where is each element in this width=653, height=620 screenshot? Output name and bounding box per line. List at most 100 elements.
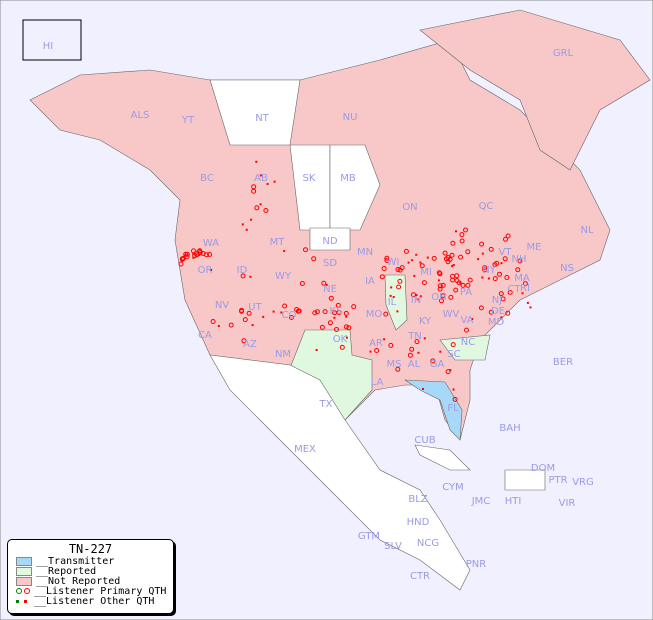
listener-other-qth-marker <box>390 286 393 289</box>
listener-other-qth-marker <box>437 279 440 282</box>
region-label-hnd: HND <box>407 517 430 528</box>
region-label-ny: NY <box>482 265 496 276</box>
listener-primary-qth-marker <box>465 282 471 288</box>
listener-primary-qth-marker <box>515 267 521 273</box>
listener-other-qth-marker <box>272 310 275 313</box>
legend-title: TN-227 <box>68 542 113 556</box>
listener-primary-qth-marker <box>239 308 245 314</box>
listener-primary-qth-marker <box>439 298 444 304</box>
region-label-me: ME <box>527 242 542 253</box>
legend-transmitter: __Transmitter <box>16 556 173 567</box>
region-label-de: DE <box>491 306 505 317</box>
listener-primary-qth-marker <box>299 281 305 286</box>
listener-primary-qth-marker <box>440 282 446 288</box>
region-label-wa: WA <box>203 238 219 249</box>
listener-primary-qth-marker <box>440 293 446 299</box>
listener-other-qth-marker <box>416 298 419 301</box>
listener-primary-qth-marker <box>251 188 257 194</box>
listener-other-qth-marker <box>415 294 418 297</box>
listener-primary-qth-marker <box>450 240 456 246</box>
listener-primary-qth-marker <box>494 260 500 266</box>
listener-other-qth-marker <box>521 292 524 295</box>
region-label-ga: GA <box>430 359 445 370</box>
listener-other-qth-marker <box>487 277 490 280</box>
region-label-ma: MA <box>514 273 530 284</box>
listener-other-qth-marker <box>413 274 416 277</box>
listener-primary-qth-marker <box>482 265 488 271</box>
listener-primary-qth-marker <box>294 307 300 312</box>
region-label-on: ON <box>402 202 417 213</box>
listener-primary-qth-marker <box>453 287 459 293</box>
region-label-pnr: PNR <box>466 559 487 570</box>
legend: TN-227 __Transmitter __Reported __Not Re… <box>7 539 174 614</box>
listener-primary-qth-marker <box>327 320 333 326</box>
region-label-dom: DOM <box>531 463 555 474</box>
listener-other-qth-marker <box>245 228 248 231</box>
listener-primary-qth-marker <box>254 205 260 211</box>
listener-other-qth-marker <box>529 306 532 309</box>
listener-primary-qth-marker <box>384 255 390 261</box>
hawaii-inset <box>22 19 82 61</box>
listener-other-qth-marker <box>392 296 395 298</box>
region-label-ber: BER <box>553 357 573 368</box>
listener-primary-qth-marker <box>242 317 248 323</box>
region-label-mo: MO <box>366 309 383 320</box>
listener-primary-qth-marker <box>492 276 498 282</box>
listener-primary-qth-marker <box>410 292 416 298</box>
listener-primary-qth-marker <box>464 327 469 333</box>
listener-other-qth-marker <box>383 338 386 341</box>
region-label-ms: MS <box>387 359 402 370</box>
listener-other-qth-marker <box>477 258 480 261</box>
listener-primary-qth-marker <box>210 319 216 324</box>
region-label-md: MD <box>488 317 505 328</box>
region-label-ri: RI <box>520 283 530 294</box>
listener-primary-qth-marker <box>289 315 294 320</box>
listener-other-qth-marker <box>251 324 254 327</box>
listener-other-qth-marker <box>452 264 455 266</box>
region-label-bah: BAH <box>499 423 520 434</box>
region-label-gtm: GTM <box>358 531 380 542</box>
listener-other-qth-marker <box>192 256 195 259</box>
region-label-ns: NS <box>560 263 574 274</box>
region-label-als: ALS <box>131 110 150 121</box>
listener-primary-qth-marker <box>445 369 451 375</box>
listener-primary-qth-marker <box>397 278 403 284</box>
listener-other-qth-marker <box>481 276 484 279</box>
listener-other-qth-marker <box>481 252 484 255</box>
region-label-tn: TN <box>407 331 422 342</box>
region-label-sk: SK <box>303 173 316 184</box>
listener-primary-qth-marker <box>414 339 420 345</box>
listener-primary-qth-marker <box>504 275 510 280</box>
listener-other-qth-marker <box>419 261 422 264</box>
listener-primary-qth-marker <box>403 248 409 254</box>
legend-label: __Listener Other QTH <box>34 595 155 607</box>
listener-other-qth-marker <box>280 311 283 314</box>
circle-marker-icon <box>16 588 30 594</box>
listener-primary-qth-marker <box>396 284 402 290</box>
listener-other-qth-marker <box>396 310 399 313</box>
region-label-ncg: NCG <box>417 538 439 549</box>
region-mex <box>209 354 471 591</box>
listener-primary-qth-marker <box>454 273 460 279</box>
listener-primary-qth-marker <box>395 267 401 272</box>
legend-label: __Listener Primary QTH <box>34 585 167 597</box>
region-label-ia: IA <box>365 276 375 287</box>
listener-primary-qth-marker <box>488 246 494 252</box>
listener-other-qth-marker <box>241 223 244 226</box>
region-label-cym: CYM <box>442 482 464 493</box>
region-label-wi: WI <box>387 257 400 268</box>
listener-other-qth-marker <box>266 183 269 185</box>
listener-primary-qth-marker <box>448 294 454 300</box>
listener-primary-qth-marker <box>180 256 186 261</box>
listener-primary-qth-marker <box>335 302 341 308</box>
listener-primary-qth-marker <box>311 256 317 262</box>
listener-primary-qth-marker <box>379 274 385 280</box>
listener-primary-qth-marker <box>339 344 345 350</box>
region-label-ne: NE <box>323 284 337 295</box>
listener-other-qth-marker <box>345 315 348 318</box>
listener-other-qth-marker <box>345 336 348 339</box>
region-label-ctr: CTR <box>410 571 430 582</box>
listener-primary-qth-marker <box>328 295 334 301</box>
